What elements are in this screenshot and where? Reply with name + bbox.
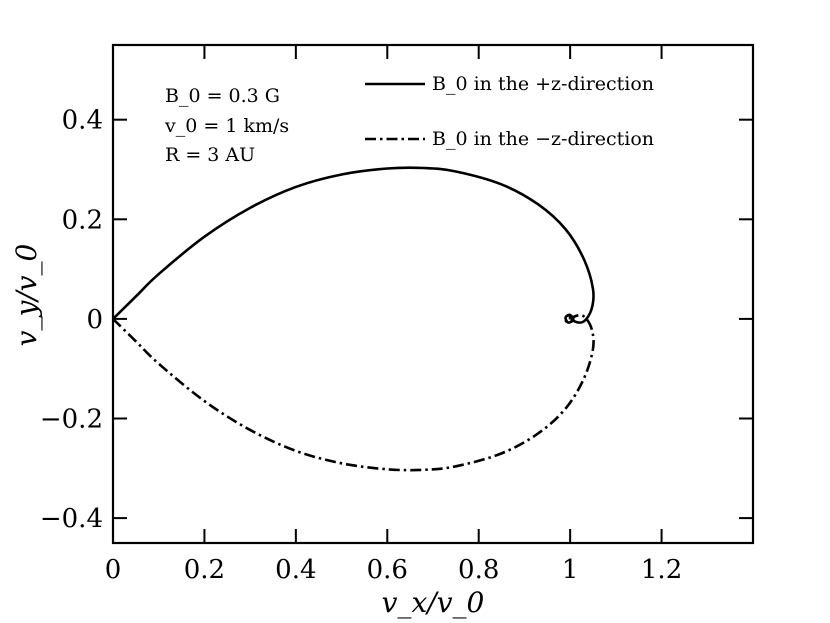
x-tick-label: 0.4 — [275, 555, 316, 585]
parameter-annotation: B_0 = 0.3 G v_0 = 1 km/s R = 3 AU — [164, 85, 289, 166]
series-minus-z-line — [112, 313, 595, 472]
y-tick-label: 0.4 — [62, 106, 103, 136]
x-axis-title: v_x/v_0 — [382, 586, 485, 619]
tick-labels: 0 0.2 0.4 0.6 0.8 1 1.2 −0.4 −0.2 0 0.2 0.4 — [40, 106, 682, 585]
annotation-line-2: v_0 = 1 km/s — [164, 115, 289, 137]
legend: B_0 in the +z-direction B_0 in the −z-di… — [365, 73, 654, 150]
y-tick-label: −0.2 — [40, 405, 103, 435]
legend-label-plus-z: B_0 in the +z-direction — [432, 73, 654, 95]
x-tick-label: 0 — [105, 555, 122, 585]
plot-frame — [111, 43, 755, 545]
legend-label-minus-z: B_0 in the −z-direction — [432, 128, 654, 150]
x-tick-label: 0.6 — [367, 555, 408, 585]
tick-marks — [112, 45, 753, 543]
annotation-line-3: R = 3 AU — [165, 144, 255, 166]
y-tick-label: 0 — [86, 305, 103, 335]
x-tick-label: 1.2 — [641, 555, 682, 585]
y-tick-label: −0.4 — [40, 504, 103, 534]
x-tick-label: 0.2 — [184, 555, 225, 585]
y-tick-label: 0.2 — [62, 205, 103, 235]
series-plus-z-line — [112, 166, 595, 324]
x-tick-label: 1 — [562, 555, 579, 585]
annotation-line-1: B_0 = 0.3 G — [165, 85, 280, 107]
x-tick-label: 0.8 — [458, 555, 499, 585]
data-curves — [112, 166, 595, 472]
y-axis-title: v_y/v_0 — [10, 244, 43, 347]
